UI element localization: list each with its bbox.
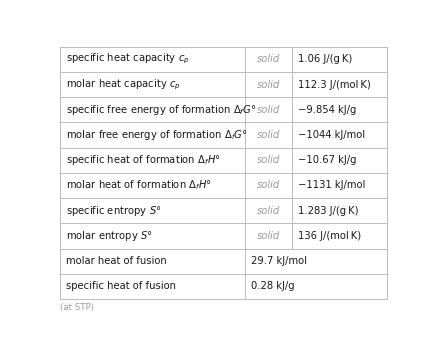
Text: solid: solid bbox=[257, 130, 280, 140]
Text: solid: solid bbox=[257, 155, 280, 165]
Text: solid: solid bbox=[257, 105, 280, 115]
Text: molar free energy of formation $\Delta_f G°$: molar free energy of formation $\Delta_f… bbox=[66, 128, 247, 142]
Text: solid: solid bbox=[257, 54, 280, 64]
Text: specific entropy $S°$: specific entropy $S°$ bbox=[66, 204, 161, 218]
Text: molar heat of fusion: molar heat of fusion bbox=[66, 256, 167, 266]
Text: (at STP): (at STP) bbox=[60, 303, 93, 312]
Text: solid: solid bbox=[257, 79, 280, 90]
Text: molar entropy $S°$: molar entropy $S°$ bbox=[66, 229, 152, 243]
Text: 29.7 kJ/mol: 29.7 kJ/mol bbox=[251, 256, 307, 266]
Text: −9.854 kJ/g: −9.854 kJ/g bbox=[298, 105, 357, 115]
Text: 112.3 J/(mol K): 112.3 J/(mol K) bbox=[298, 79, 371, 90]
Text: solid: solid bbox=[257, 180, 280, 191]
Text: specific free energy of formation $\Delta_f G°$: specific free energy of formation $\Delt… bbox=[66, 103, 256, 117]
Text: −1131 kJ/mol: −1131 kJ/mol bbox=[298, 180, 366, 191]
Text: molar heat of formation $\Delta_f H°$: molar heat of formation $\Delta_f H°$ bbox=[66, 179, 211, 192]
Text: solid: solid bbox=[257, 231, 280, 241]
Text: specific heat of fusion: specific heat of fusion bbox=[66, 282, 176, 291]
Text: 136 J/(mol K): 136 J/(mol K) bbox=[298, 231, 361, 241]
Text: −1044 kJ/mol: −1044 kJ/mol bbox=[298, 130, 365, 140]
Text: molar heat capacity $c_p$: molar heat capacity $c_p$ bbox=[66, 77, 181, 92]
Text: 1.283 J/(g K): 1.283 J/(g K) bbox=[298, 206, 359, 216]
Text: −10.67 kJ/g: −10.67 kJ/g bbox=[298, 155, 357, 165]
Text: specific heat capacity $c_p$: specific heat capacity $c_p$ bbox=[66, 52, 189, 66]
Text: 1.06 J/(g K): 1.06 J/(g K) bbox=[298, 54, 353, 64]
Text: solid: solid bbox=[257, 206, 280, 216]
Text: 0.28 kJ/g: 0.28 kJ/g bbox=[251, 282, 294, 291]
Text: specific heat of formation $\Delta_f H°$: specific heat of formation $\Delta_f H°$ bbox=[66, 153, 221, 167]
